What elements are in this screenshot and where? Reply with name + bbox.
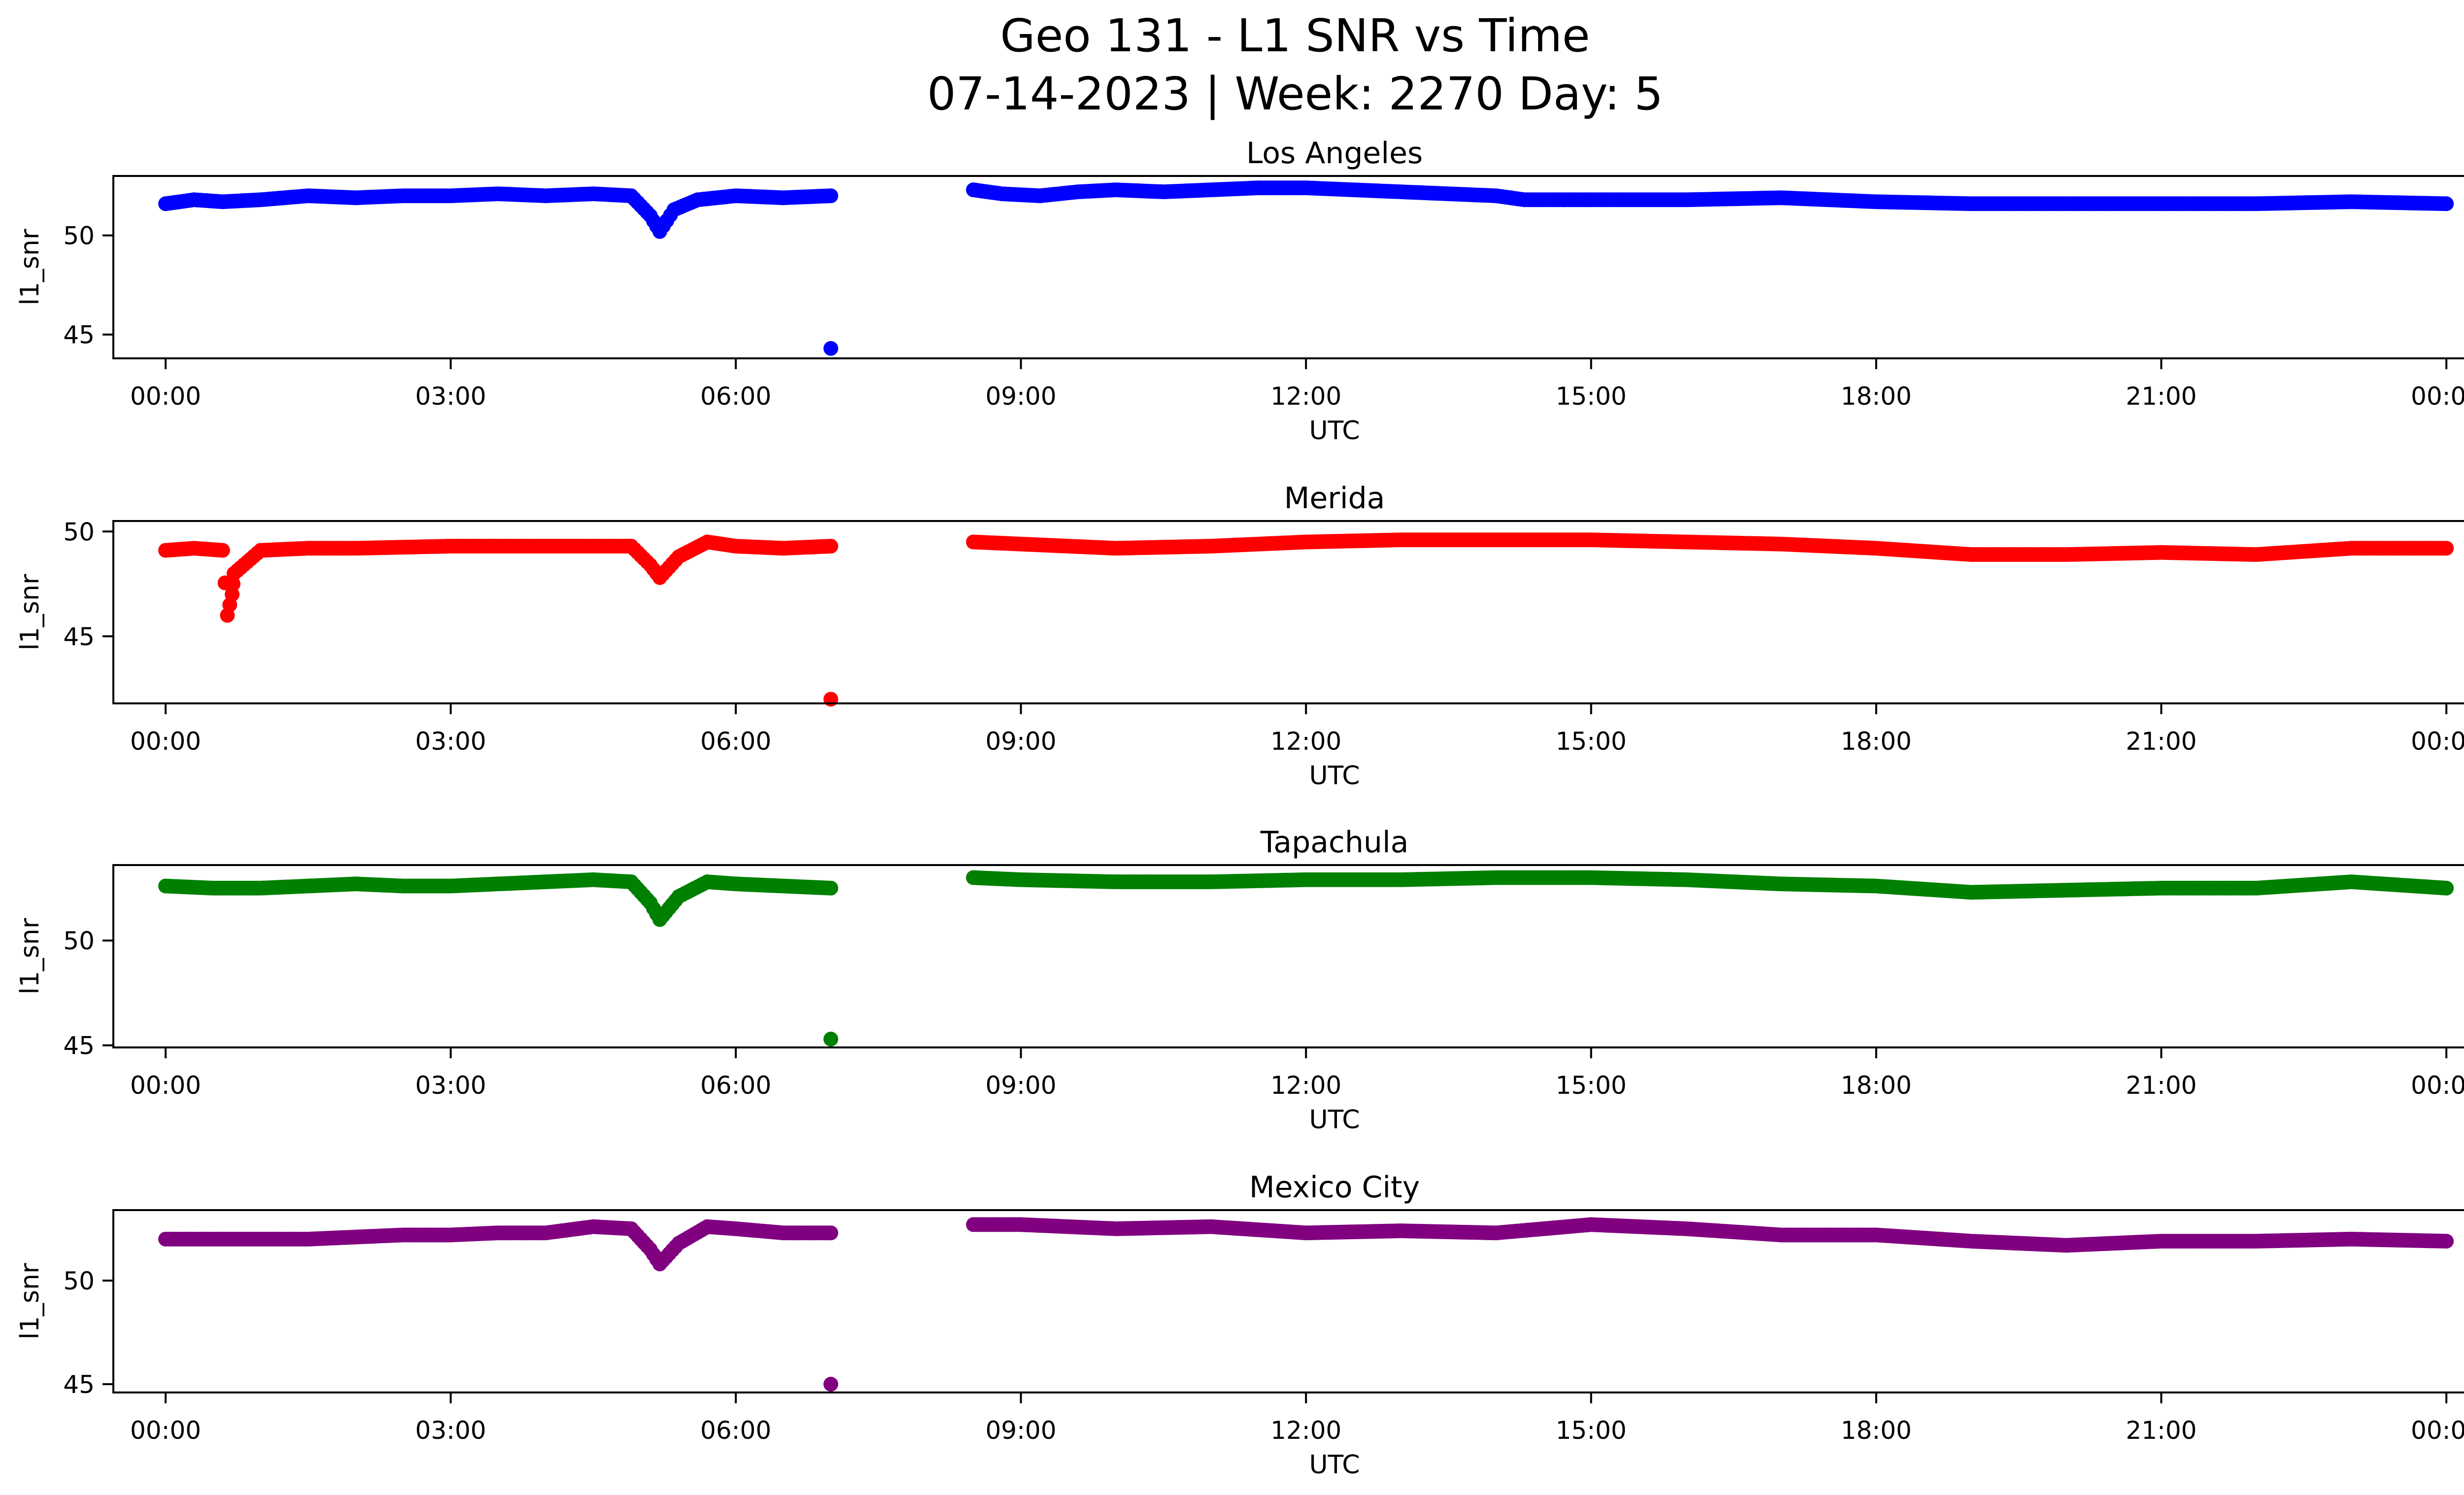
data-point bbox=[820, 1225, 835, 1241]
x-tick-label: 21:00 bbox=[2126, 1071, 2197, 1100]
subplot-mexico-city: Mexico City 00:00 03:00 06:00 09:00 12:00 15:0… bbox=[15, 1170, 2464, 1480]
subplot-title: Merida bbox=[1284, 481, 1385, 516]
x-tick-label: 06:00 bbox=[700, 727, 771, 756]
data-point bbox=[212, 543, 227, 558]
x-tick-label: 18:00 bbox=[1841, 1416, 1912, 1445]
data-point bbox=[2435, 1233, 2451, 1249]
x-tick-label: 12:00 bbox=[1270, 727, 1341, 756]
data-point bbox=[823, 1377, 838, 1392]
x-tick-label: 00:00 bbox=[2411, 727, 2464, 756]
x-tick-label: 15:00 bbox=[1556, 1416, 1627, 1445]
data-point bbox=[2435, 541, 2451, 556]
y-tick-label: 45 bbox=[63, 1370, 95, 1399]
subplot-merida: Merida 00:00 03:00 06:00 09:00 12:00 15:00 18:0… bbox=[15, 481, 2464, 791]
y-axis-label: l1_snr bbox=[15, 1263, 45, 1340]
x-tick-label: 15:00 bbox=[1556, 727, 1627, 756]
x-tick-label: 12:00 bbox=[1270, 382, 1341, 411]
x-tick-label: 09:00 bbox=[986, 1071, 1057, 1100]
x-tick-label: 12:00 bbox=[1270, 1416, 1341, 1445]
subplot-title: Tapachula bbox=[1260, 825, 1409, 860]
x-tick-label: 18:00 bbox=[1841, 382, 1912, 411]
x-tick-label: 09:00 bbox=[986, 1416, 1057, 1445]
x-tick-label: 03:00 bbox=[415, 382, 486, 411]
x-tick-label: 18:00 bbox=[1841, 1071, 1912, 1100]
data-point bbox=[2435, 880, 2451, 896]
x-axis-label: UTC bbox=[1309, 1105, 1360, 1135]
figure-subtitle: 07-14-2023 | Week: 2270 Day: 5 bbox=[927, 68, 1663, 120]
data-point bbox=[823, 341, 838, 356]
subplot-tapachula: Tapachula 00:00 03:00 06:00 09:00 12:00 15:00 1… bbox=[15, 825, 2464, 1135]
x-tick-label: 00:00 bbox=[130, 727, 201, 756]
x-tick-label: 21:00 bbox=[2126, 1416, 2197, 1445]
x-tick-label: 06:00 bbox=[700, 1416, 771, 1445]
x-tick-label: 03:00 bbox=[415, 1416, 486, 1445]
y-axis-label: l1_snr bbox=[15, 229, 45, 306]
x-axis-label: UTC bbox=[1309, 1450, 1360, 1480]
x-tick-label: 03:00 bbox=[415, 1071, 486, 1100]
data-series bbox=[158, 870, 2454, 1046]
figure-title: Geo 131 - L1 SNR vs Time bbox=[1000, 9, 1590, 62]
y-axis-label: l1_snr bbox=[15, 918, 45, 995]
x-tick-label: 09:00 bbox=[986, 727, 1057, 756]
x-tick-label: 09:00 bbox=[986, 382, 1057, 411]
x-tick-label: 21:00 bbox=[2126, 727, 2197, 756]
x-axis-label: UTC bbox=[1309, 761, 1360, 791]
x-tick-label: 00:00 bbox=[130, 382, 201, 411]
axes-frame bbox=[112, 1209, 2464, 1393]
data-point bbox=[820, 880, 835, 896]
x-tick-label: 00:00 bbox=[2411, 1416, 2464, 1445]
y-tick-label: 45 bbox=[63, 623, 95, 651]
x-tick-label: 21:00 bbox=[2126, 382, 2197, 411]
axes-frame bbox=[112, 175, 2464, 359]
subplot-los-angeles: Los Angeles 00:00 03:00 06:00 09:00 12:00 15:0… bbox=[15, 136, 2464, 446]
x-tick-label: 00:00 bbox=[2411, 382, 2464, 411]
x-tick-label: 00:00 bbox=[2411, 1071, 2464, 1100]
subplot-title: Mexico City bbox=[1249, 1170, 1420, 1205]
x-tick-label: 18:00 bbox=[1841, 727, 1912, 756]
x-tick-label: 06:00 bbox=[700, 1071, 771, 1100]
data-series bbox=[158, 532, 2454, 707]
data-point bbox=[225, 576, 240, 591]
x-tick-label: 00:00 bbox=[130, 1071, 201, 1100]
data-point bbox=[820, 188, 835, 204]
y-tick-label: 50 bbox=[63, 222, 95, 250]
data-point bbox=[820, 539, 835, 554]
x-tick-label: 03:00 bbox=[415, 727, 486, 756]
x-tick-label: 15:00 bbox=[1556, 1071, 1627, 1100]
x-tick-label: 15:00 bbox=[1556, 382, 1627, 411]
x-tick-label: 12:00 bbox=[1270, 1071, 1341, 1100]
y-tick-label: 45 bbox=[63, 1032, 95, 1060]
data-point bbox=[2435, 196, 2451, 211]
y-tick-label: 50 bbox=[63, 1267, 95, 1295]
axes-frame bbox=[112, 864, 2464, 1048]
y-axis-label: l1_snr bbox=[15, 574, 45, 651]
y-tick-label: 50 bbox=[63, 518, 95, 546]
x-tick-label: 06:00 bbox=[700, 382, 771, 411]
y-tick-label: 45 bbox=[63, 321, 95, 349]
x-tick-label: 00:00 bbox=[130, 1416, 201, 1445]
y-tick-label: 50 bbox=[63, 927, 95, 955]
x-axis-label: UTC bbox=[1309, 416, 1360, 446]
data-point bbox=[222, 597, 238, 613]
data-series bbox=[158, 1217, 2454, 1392]
data-point bbox=[823, 1031, 838, 1046]
axes-frame bbox=[112, 520, 2464, 704]
data-series bbox=[158, 180, 2454, 356]
subplot-title: Los Angeles bbox=[1246, 136, 1423, 171]
